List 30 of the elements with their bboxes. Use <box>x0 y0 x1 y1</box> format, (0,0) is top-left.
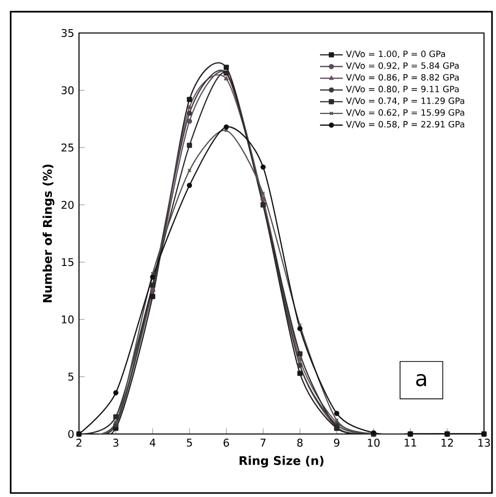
x-tick-label: 5 <box>186 438 192 447</box>
y-tick-label: 5 <box>68 372 74 381</box>
x-tick-label: 4 <box>150 438 156 446</box>
legend-label: V/Vo = 0.86, P = 8.82 GPa <box>346 74 459 82</box>
x-tick-label: 13 <box>478 438 490 447</box>
legend-label: V/Vo = 0.62, P = 15.99 GPa <box>346 109 464 117</box>
y-axis-title: Number of Rings (%) <box>42 164 54 302</box>
x-tick-label: 12 <box>442 438 453 447</box>
x-tick-label: 9 <box>334 438 340 447</box>
y-tick-label: 20 <box>62 200 74 209</box>
x-tick-label: 11 <box>404 438 416 446</box>
x-tick-label: 2 <box>76 438 82 447</box>
y-tick-label: 0 <box>68 430 74 438</box>
annotation: a <box>416 374 426 386</box>
x-tick-label: 8 <box>297 438 303 447</box>
x-tick-label: 7 <box>260 438 266 446</box>
y-tick-label: 10 <box>62 315 74 324</box>
legend-label: V/Vo = 1.00, P = 0 GPa <box>346 50 445 58</box>
legend-label: V/Vo = 0.58, P = 22.91 GPa <box>346 120 464 128</box>
x-axis-title: Ring Size (n) <box>240 456 324 468</box>
y-tick-label: 25 <box>62 144 74 152</box>
y-tick-label: 35 <box>62 28 74 38</box>
x-tick-label: 3 <box>113 438 118 447</box>
x-tick-label: 6 <box>224 438 229 447</box>
x-tick-label: 10 <box>368 438 380 447</box>
legend-label: V/Vo = 0.92, P = 5.84 GPa <box>346 62 459 70</box>
y-tick-label: 30 <box>62 86 74 94</box>
legend-label: V/Vo = 0.74, P = 11.29 GPa <box>346 98 464 105</box>
legend-label: V/Vo = 0.80, P = 9.11 GPa <box>346 86 459 94</box>
y-tick-label: 15 <box>62 258 74 266</box>
